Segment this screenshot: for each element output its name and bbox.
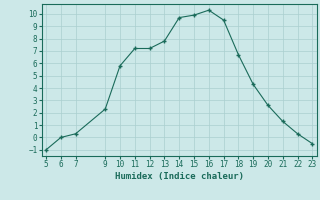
X-axis label: Humidex (Indice chaleur): Humidex (Indice chaleur) xyxy=(115,172,244,181)
